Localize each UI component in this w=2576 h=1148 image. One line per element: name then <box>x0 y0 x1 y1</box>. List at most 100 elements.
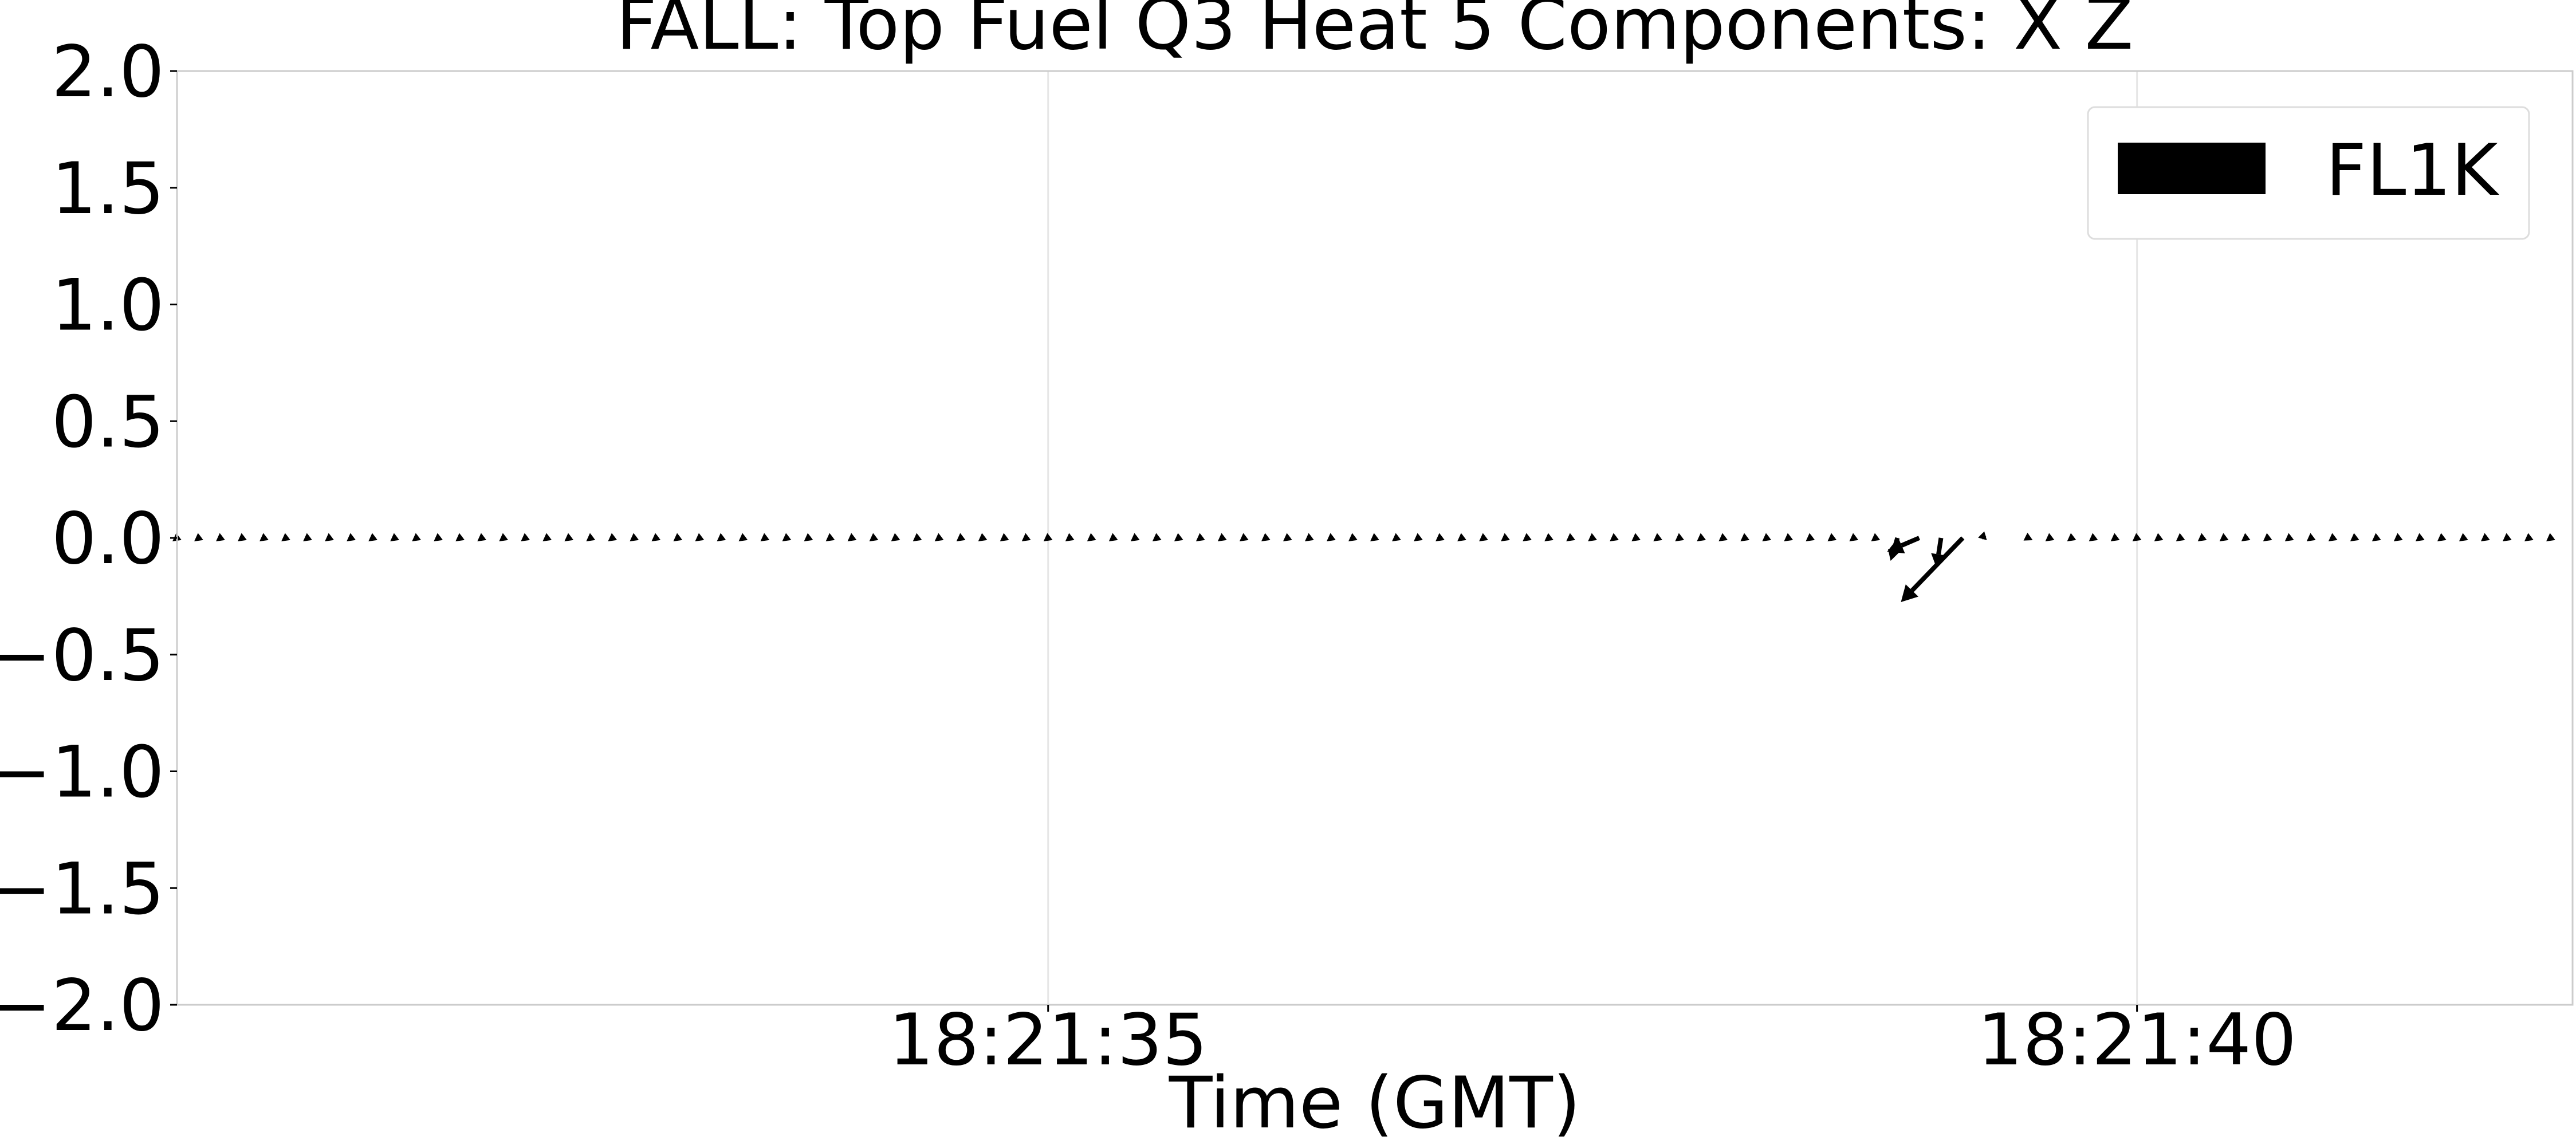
vector-arrow <box>434 533 443 541</box>
vector-arrow <box>913 533 922 541</box>
vector-arrow <box>1283 533 1292 541</box>
vector-arrow <box>586 533 596 541</box>
y-axis-ticks: 2.0 1.5 1.0 0.5 0.0 −0.5 −1.0 −1.5 −2.0 <box>0 31 177 1047</box>
vector-arrow <box>825 533 835 541</box>
chart-title: FALL: Top Fuel Q3 Heat 5 Components: X Z <box>616 0 2134 66</box>
vector-arrow <box>2241 533 2251 541</box>
vector-arrow <box>2546 533 2555 541</box>
vector-arrow <box>368 533 377 541</box>
vector-arrow <box>2372 533 2381 541</box>
vector-arrow <box>1021 533 1031 541</box>
vector-arrow <box>216 533 225 541</box>
legend: FL1K <box>2087 106 2530 240</box>
vector-arrow <box>1087 533 1096 541</box>
vector-arrow <box>2328 533 2338 541</box>
y-tick-label: −1.5 <box>0 848 164 930</box>
vector-arrow <box>2176 533 2185 541</box>
vector-arrow <box>1566 533 1575 541</box>
x-tick-label: 18:21:40 <box>1977 999 2296 1082</box>
vector-arrow <box>1588 533 1598 541</box>
vector-arrow <box>238 533 247 541</box>
vector-arrow <box>1174 533 1183 541</box>
vector-arrow <box>934 533 944 541</box>
vector-arrow <box>194 533 203 541</box>
vector-arrow <box>1806 533 1815 541</box>
vector-arrow <box>608 533 618 541</box>
fl1k-vector-field <box>172 531 2555 602</box>
vector-arrow <box>1827 533 1837 541</box>
vector-arrow <box>1108 533 1118 541</box>
vector-arrow <box>1978 531 1987 540</box>
y-tick-label: 2.0 <box>52 31 164 113</box>
vector-arrow <box>1631 533 1641 541</box>
vector-arrow <box>1065 533 1075 541</box>
y-tick-label: −0.5 <box>0 615 164 697</box>
y-tick-label: −2.0 <box>0 965 164 1047</box>
vector-arrow <box>1544 533 1554 541</box>
vector-arrow <box>2197 533 2207 541</box>
vector-arrow <box>1610 533 1619 541</box>
vector-arrow <box>2393 533 2403 541</box>
vector-arrow <box>673 533 683 541</box>
vector-arrow <box>1697 533 1706 541</box>
vector-arrow <box>259 533 269 541</box>
vector-arrow <box>2459 533 2468 541</box>
vector-arrow <box>1392 533 1401 541</box>
vector-arrow <box>782 533 792 541</box>
vector-arrow <box>2415 533 2425 541</box>
vector-arrow <box>717 533 726 541</box>
vector-arrow <box>281 533 290 541</box>
vector-arrow <box>2067 533 2076 541</box>
vector-arrow <box>412 533 422 541</box>
y-tick-label: 0.5 <box>52 381 164 463</box>
vector-arrow <box>477 533 487 541</box>
vector-arrow <box>2502 533 2512 541</box>
vector-arrow <box>1261 533 1271 541</box>
vector-arrow <box>804 533 813 541</box>
vector-arrow <box>695 533 705 541</box>
vector-arrow <box>1784 533 1794 541</box>
vector-arrow <box>499 533 509 541</box>
legend-swatch-fl1k <box>2118 143 2266 194</box>
vector-arrow <box>1239 533 1249 541</box>
vector-arrow <box>347 533 356 541</box>
vector-arrow <box>978 533 988 541</box>
vector-arrow <box>2284 533 2294 541</box>
vector-arrow <box>1348 533 1358 541</box>
vector-arrow <box>1457 533 1466 541</box>
vector-arrow <box>956 533 966 541</box>
vector-arrow <box>1217 533 1227 541</box>
vector-arrow <box>1675 533 1685 541</box>
vector-arrow <box>2132 533 2142 541</box>
vector-arrow <box>325 533 334 541</box>
vector-arrow <box>521 533 530 541</box>
vector-arrow <box>1762 533 1772 541</box>
vector-arrow <box>1130 533 1140 541</box>
vector-arrow <box>2219 533 2229 541</box>
vector-arrow <box>1653 533 1663 541</box>
x-axis-label: Time (GMT) <box>1169 1062 1580 1145</box>
legend-frame <box>2087 106 2530 240</box>
vector-arrow <box>847 533 857 541</box>
vector-arrow <box>455 533 465 541</box>
vector-arrow <box>1871 533 1881 541</box>
x-tick-label: 18:21:35 <box>888 999 1208 1082</box>
vector-arrow <box>1887 536 1921 554</box>
vector-arrow <box>303 533 312 541</box>
vector-arrow <box>1523 533 1532 541</box>
vector-arrow <box>1304 533 1314 541</box>
vector-arrow <box>1718 533 1728 541</box>
vector-arrow <box>869 533 879 541</box>
vector-arrow <box>760 533 770 541</box>
vector-arrow <box>2263 533 2272 541</box>
vector-arrow <box>2154 533 2164 541</box>
vector-arrow <box>2045 533 2055 541</box>
vector-arrow <box>1152 533 1162 541</box>
vector-arrow <box>2437 533 2447 541</box>
vector-arrow <box>630 533 639 541</box>
vector-arrow <box>1326 533 1336 541</box>
vector-arrow <box>1000 533 1009 541</box>
y-tick-label: 1.0 <box>52 265 164 347</box>
vector-arrow <box>2524 533 2534 541</box>
